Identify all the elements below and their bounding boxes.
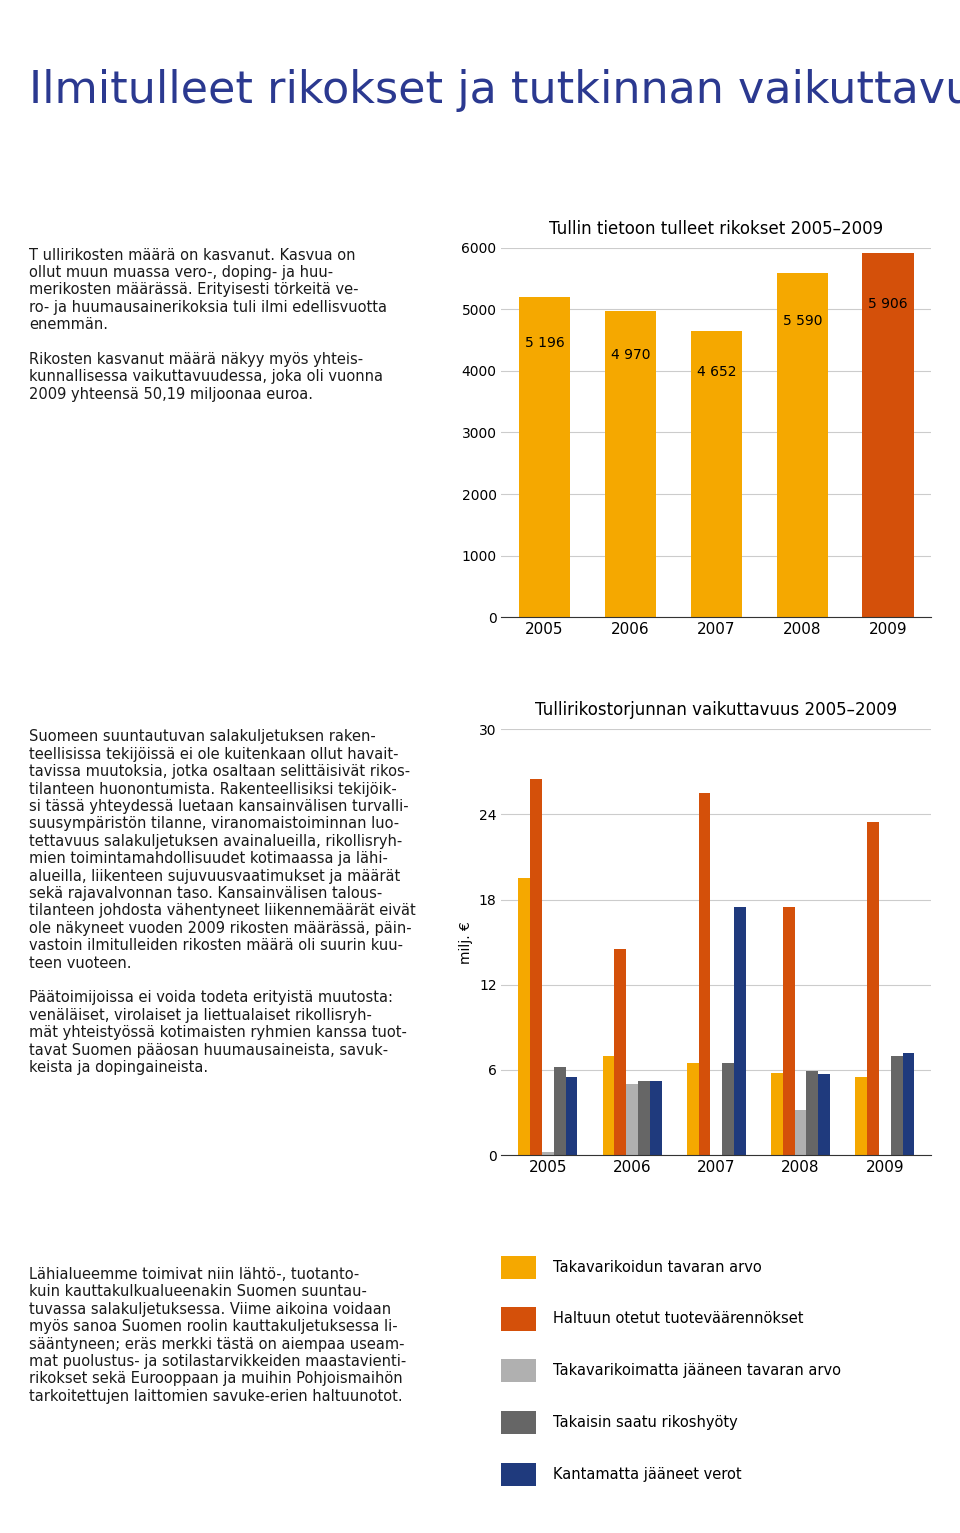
Text: 5 196: 5 196 xyxy=(524,336,564,350)
Title: Tullirikostorjunnan vaikuttavuus 2005–2009: Tullirikostorjunnan vaikuttavuus 2005–20… xyxy=(536,702,898,719)
Bar xyxy=(855,1078,867,1154)
Bar xyxy=(867,822,879,1154)
Title: Tullin tietoon tulleet rikokset 2005–2009: Tullin tietoon tulleet rikokset 2005–200… xyxy=(549,219,883,238)
Bar xyxy=(605,311,657,618)
Bar xyxy=(518,297,570,618)
Text: Haltuun otetut tuoteväärennökset: Haltuun otetut tuoteväärennökset xyxy=(553,1311,804,1326)
Bar xyxy=(501,1256,536,1279)
Text: T ullirikosten määrä on kasvanut. Kasvua on
ollut muun muassa vero-, doping- ja : T ullirikosten määrä on kasvanut. Kasvua… xyxy=(29,248,387,402)
Bar xyxy=(501,1462,536,1485)
Bar xyxy=(818,1075,830,1154)
Text: Takavarikoidun tavaran arvo: Takavarikoidun tavaran arvo xyxy=(553,1260,762,1275)
Bar xyxy=(614,949,626,1154)
Bar xyxy=(518,878,530,1154)
Text: Kantamatta jääneet verot: Kantamatta jääneet verot xyxy=(553,1467,742,1482)
Bar xyxy=(690,331,742,618)
Bar xyxy=(603,1056,614,1154)
Bar xyxy=(501,1360,536,1383)
Bar xyxy=(891,1056,902,1154)
Bar xyxy=(862,253,914,618)
Bar xyxy=(501,1308,536,1331)
Text: 4 652: 4 652 xyxy=(697,365,736,379)
Text: Takaisin saatu rikoshyöty: Takaisin saatu rikoshyöty xyxy=(553,1415,738,1430)
Bar xyxy=(542,1153,554,1154)
Bar xyxy=(650,1081,661,1154)
Bar xyxy=(783,906,795,1154)
Bar xyxy=(902,1053,914,1154)
Text: 5 906: 5 906 xyxy=(869,297,908,311)
Text: 5 590: 5 590 xyxy=(782,314,822,328)
Text: Ilmitulleet rikokset ja tutkinnan vaikuttavuus: Ilmitulleet rikokset ja tutkinnan vaikut… xyxy=(29,69,960,112)
Bar xyxy=(686,1062,699,1154)
Bar xyxy=(501,1410,536,1433)
Text: Lähialueemme toimivat niin lähtö-, tuotanto-
kuin kauttakulkualueenakin Suomen s: Lähialueemme toimivat niin lähtö-, tuota… xyxy=(29,1268,406,1404)
Bar xyxy=(554,1067,565,1154)
Text: 4 970: 4 970 xyxy=(611,348,650,362)
Bar xyxy=(530,779,542,1154)
Bar xyxy=(777,273,828,618)
Bar xyxy=(565,1078,577,1154)
Bar xyxy=(771,1073,783,1154)
Bar xyxy=(795,1110,806,1154)
Bar xyxy=(806,1072,818,1154)
Bar xyxy=(734,906,746,1154)
Y-axis label: milj. €: milj. € xyxy=(459,921,473,964)
Bar xyxy=(638,1081,650,1154)
Bar xyxy=(722,1062,734,1154)
Text: Suomeen suuntautuvan salakuljetuksen raken-
teellisissa tekijöissä ei ole kuiten: Suomeen suuntautuvan salakuljetuksen rak… xyxy=(29,730,416,1075)
Bar xyxy=(699,793,710,1154)
Bar xyxy=(626,1084,638,1154)
Text: Takavarikoimatta jääneen tavaran arvo: Takavarikoimatta jääneen tavaran arvo xyxy=(553,1363,841,1378)
